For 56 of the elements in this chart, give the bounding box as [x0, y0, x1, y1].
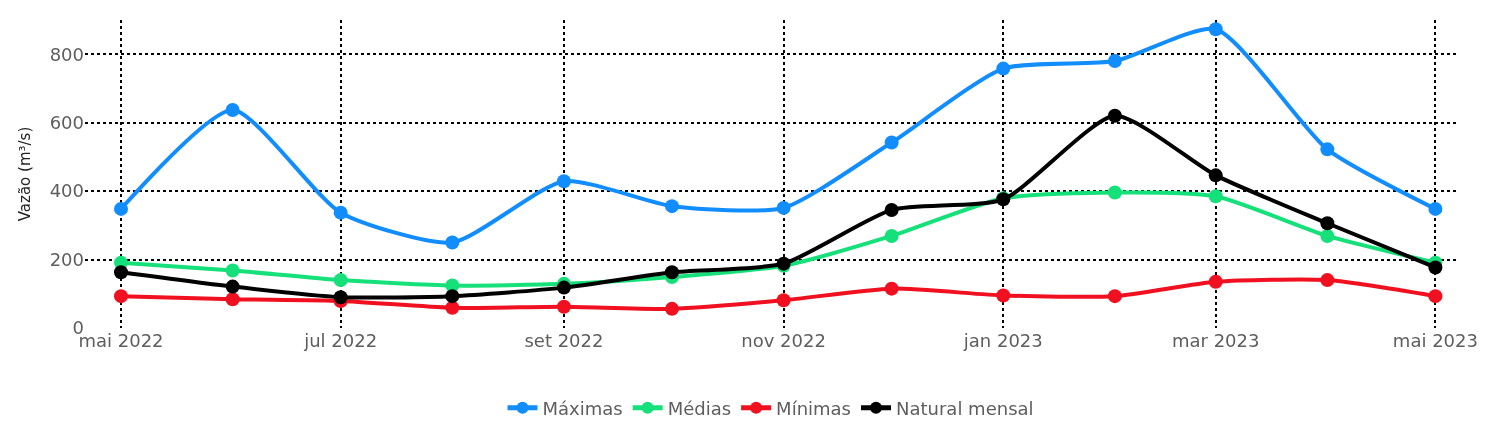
point [884, 135, 899, 150]
y-tick-label: 600 [49, 111, 84, 133]
point [445, 289, 460, 304]
point [1428, 289, 1443, 304]
y-tick-label: 400 [49, 180, 84, 202]
point [996, 61, 1011, 76]
point [1107, 289, 1122, 304]
point [884, 202, 899, 217]
point [114, 289, 129, 304]
x-tick-label: nov 2022 [741, 330, 826, 351]
point [1107, 185, 1122, 200]
point [884, 281, 899, 296]
point [333, 273, 348, 288]
point [664, 199, 679, 214]
point [225, 263, 240, 278]
x-tick-label: jul 2022 [303, 330, 378, 351]
point [1208, 168, 1223, 183]
x-tick-label: jan 2023 [962, 330, 1043, 351]
point [1208, 274, 1223, 289]
point [445, 235, 460, 250]
point [996, 288, 1011, 303]
legend-label: Natural mensal [896, 397, 1034, 419]
point [225, 103, 240, 117]
y-tick-label: 200 [49, 248, 84, 270]
y-axis-title: Vazão (m³/s) [15, 126, 34, 222]
point [1107, 108, 1122, 123]
point [776, 200, 791, 215]
point [1320, 216, 1335, 231]
x-tick-label: mar 2023 [1171, 330, 1260, 351]
legend-label: Médias [667, 397, 732, 419]
point [776, 293, 791, 308]
legend-label: Mínimas [776, 397, 851, 419]
point [1428, 260, 1443, 275]
point [1208, 22, 1223, 37]
y-tick-label: 800 [49, 43, 84, 65]
point [556, 280, 571, 295]
point [225, 279, 240, 294]
x-tick-label: set 2022 [524, 330, 604, 351]
point [225, 292, 240, 307]
point [1320, 273, 1335, 288]
point [556, 299, 571, 314]
legend-label: Máximas [542, 397, 623, 419]
point [556, 174, 571, 189]
point [333, 205, 348, 220]
point [664, 265, 679, 280]
point [445, 300, 460, 315]
x-tick-label: mai 2023 [1392, 330, 1478, 351]
point [1320, 228, 1335, 243]
point [1208, 189, 1223, 204]
point [114, 265, 129, 280]
point [884, 228, 899, 243]
point [1107, 54, 1122, 69]
point [114, 201, 129, 216]
point [664, 301, 679, 316]
point [1428, 201, 1443, 216]
point [1320, 142, 1335, 157]
